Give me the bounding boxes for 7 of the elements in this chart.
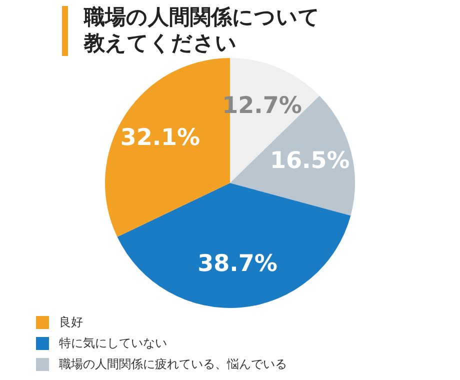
data-label: 38.7%: [198, 251, 278, 278]
legend-label: 職場の人間関係に疲れている、悩んでいる: [59, 356, 287, 373]
data-label: 32.1%: [120, 124, 200, 151]
data-label: 16.5%: [270, 148, 350, 174]
legend-label: 特に気にしていない: [59, 335, 167, 352]
chart-title: 職場の人間関係について教えてください: [84, 4, 321, 56]
legend-label: 良好: [59, 314, 83, 331]
